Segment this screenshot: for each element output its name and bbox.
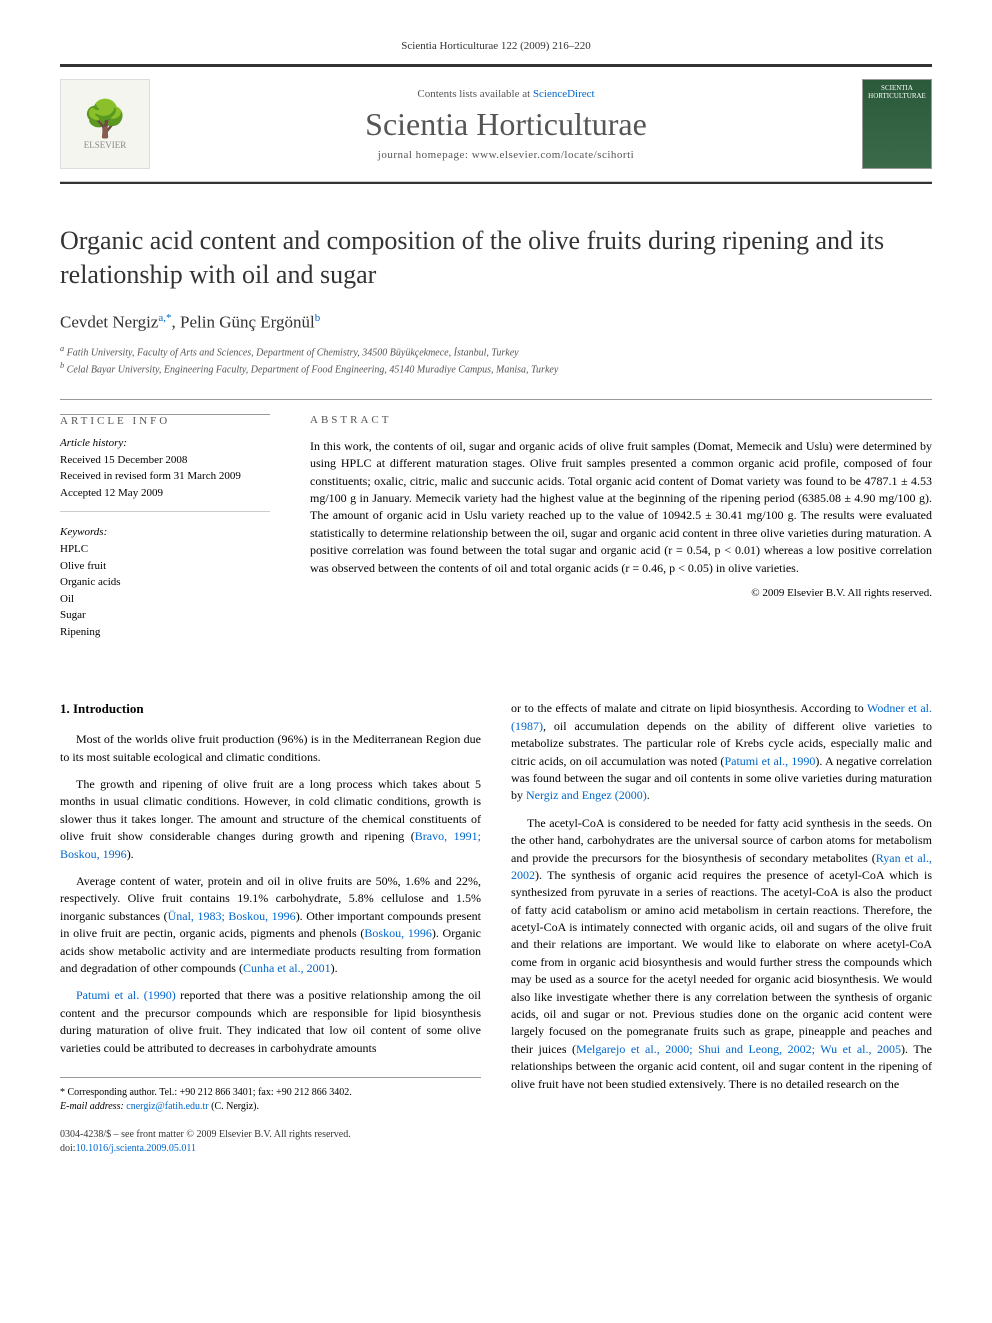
body-columns: 1. Introduction Most of the worlds olive… [60,700,932,1155]
para-r1: or to the effects of malate and citrate … [511,700,932,804]
affil-2-mark: b [60,361,64,370]
kw-5: Sugar [60,607,270,624]
abstract-copyright: © 2009 Elsevier B.V. All rights reserved… [310,587,932,599]
email-label: E-mail address: [60,1101,126,1112]
history-1: Received 15 December 2008 [60,452,270,469]
history-3: Accepted 12 May 2009 [60,485,270,502]
para-l4: Patumi et al. (1990) reported that there… [60,987,481,1057]
para-l3: Average content of water, protein and oi… [60,873,481,977]
contents-prefix: Contents lists available at [417,88,532,100]
kw-1: HPLC [60,541,270,558]
email-paren: (C. Nergiz). [209,1101,259,1112]
history-2: Received in revised form 31 March 2009 [60,468,270,485]
journal-name: Scientia Horticulturae [166,106,846,143]
sciencedirect-link[interactable]: ScienceDirect [533,88,595,100]
footnotes: * Corresponding author. Tel.: +90 212 86… [60,1077,481,1114]
corr-author-note: * Corresponding author. Tel.: +90 212 86… [60,1086,481,1100]
info-abstract-row: ARTICLE INFO Article history: Received 1… [60,399,932,665]
tree-icon: 🌳 [83,98,128,140]
para-r2: The acetyl-CoA is considered to be neede… [511,815,932,1093]
affiliations: a Fatih University, Faculty of Arts and … [60,344,932,375]
kw-2: Olive fruit [60,558,270,575]
history-section: Article history: Received 15 December 20… [60,437,270,513]
body-col-right: or to the effects of malate and citrate … [511,700,932,1155]
kw-4: Oil [60,591,270,608]
homepage-line: journal homepage: www.elsevier.com/locat… [166,149,846,161]
para-l2: The growth and ripening of olive fruit a… [60,776,481,863]
section-1-heading: 1. Introduction [60,700,481,719]
abstract-text: In this work, the contents of oil, sugar… [310,438,932,577]
contents-line: Contents lists available at ScienceDirec… [166,88,846,100]
body-col-left: 1. Introduction Most of the worlds olive… [60,700,481,1155]
elsevier-label: ELSEVIER [84,140,127,150]
doi-prefix: doi: [60,1143,76,1154]
journal-center: Contents lists available at ScienceDirec… [166,79,846,169]
footer-line1: 0304-4238/$ – see front matter © 2009 El… [60,1128,481,1142]
author-1-marks: a,* [158,312,171,324]
homepage-prefix: journal homepage: [378,149,472,161]
article-info-col: ARTICLE INFO Article history: Received 1… [60,414,270,665]
affil-2-text: Celal Bayar University, Engineering Facu… [67,364,559,375]
history-label: Article history: [60,437,270,449]
journal-cover-thumb: SCIENTIA HORTICULTURAE [862,79,932,169]
para-l1: Most of the worlds olive fruit productio… [60,731,481,766]
affil-1-mark: a [60,344,64,353]
kw-3: Organic acids [60,574,270,591]
authors-line: Cevdet Nergiza,*, Pelin Günç Ergönülb [60,312,932,333]
affil-1-text: Fatih University, Faculty of Arts and Sc… [67,348,519,359]
author-2: Pelin Günç Ergönül [180,312,315,331]
keywords-label: Keywords: [60,526,270,538]
elsevier-logo: 🌳 ELSEVIER [60,79,150,169]
doi-link[interactable]: 10.1016/j.scienta.2009.05.011 [76,1143,196,1154]
header-citation: Scientia Horticulturae 122 (2009) 216–22… [60,40,932,52]
keywords-section: Keywords: HPLC Olive fruit Organic acids… [60,526,270,650]
kw-6: Ripening [60,624,270,641]
article-title: Organic acid content and composition of … [60,224,932,292]
author-2-marks: b [315,312,321,324]
journal-header: 🌳 ELSEVIER Contents lists available at S… [60,67,932,182]
header-bottom-rule [60,182,932,184]
homepage-url: www.elsevier.com/locate/scihorti [472,149,635,161]
footer-block: 0304-4238/$ – see front matter © 2009 El… [60,1128,481,1156]
email-link[interactable]: cnergiz@fatih.edu.tr [126,1101,208,1112]
abstract-col: ABSTRACT In this work, the contents of o… [310,414,932,665]
abstract-heading: ABSTRACT [310,414,932,426]
author-1: Cevdet Nergiz [60,312,158,331]
article-info-heading: ARTICLE INFO [60,415,270,427]
